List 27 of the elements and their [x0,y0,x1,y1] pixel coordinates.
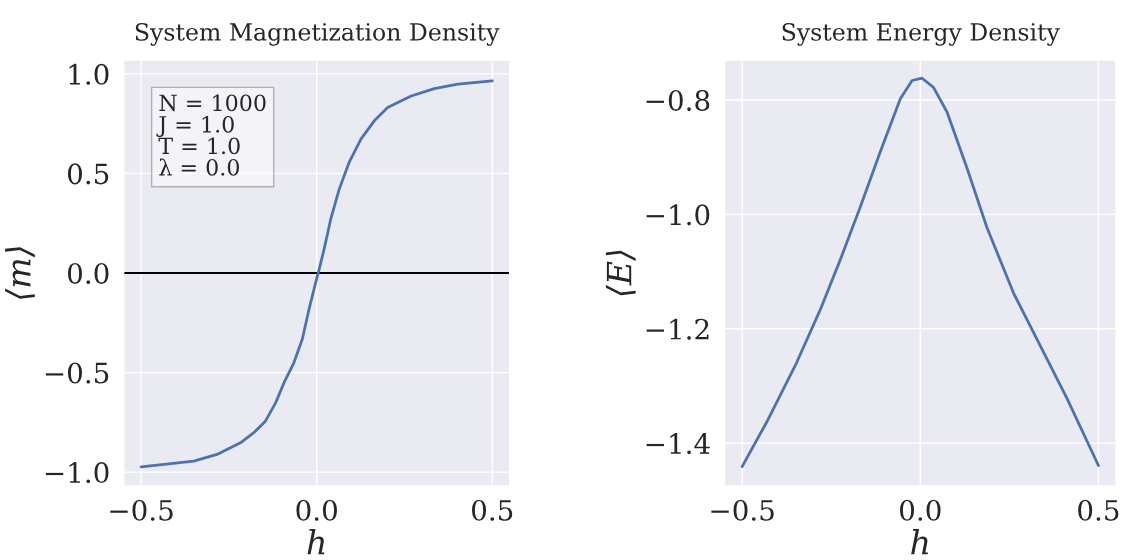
y-axis-title: ⟨m⟩ [5,247,35,299]
y-tick-label: −0.8 [646,89,710,111]
x-tick-label: 0.5 [472,499,513,521]
y-tick-label: −0.5 [45,362,109,384]
x-tick-label: 0.5 [1078,499,1119,521]
annotation: J = 1.0 [156,115,234,138]
x-tick-label: −0.5 [110,499,173,521]
y-tick-label: 0.0 [67,262,109,284]
x-tick-label: 0.0 [900,499,941,521]
annotation: λ = 0.0 [159,158,239,176]
line-series [139,79,494,469]
chart-title: System Energy Density [782,22,1060,46]
x-axis-title: h [911,528,928,555]
y-tick-label: 1.0 [69,63,109,85]
y-tick-label: −1.4 [646,433,710,455]
chart-title: System Magnetization Density [135,22,500,46]
x-tick-label: −0.5 [711,499,774,521]
y-tick-label: −1.2 [646,318,709,340]
annotation: N = 1000 [159,94,266,112]
y-tick-label: −1.0 [45,462,109,484]
line-series [740,76,1100,469]
x-tick-label: 0.0 [296,499,337,521]
y-tick-label: −1.0 [646,204,710,226]
y-axis-title: ⟨E⟩ [605,250,636,296]
annotation: T = 1.0 [158,137,240,155]
y-tick-label: 0.5 [67,163,109,185]
x-axis-title: h [307,528,325,555]
